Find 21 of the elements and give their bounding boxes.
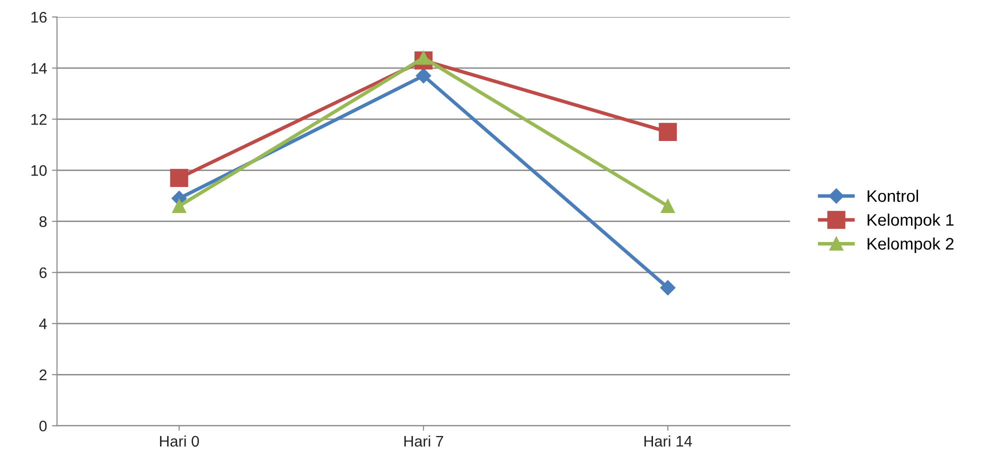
x-tick-label: Hari 7 [404, 435, 444, 447]
y-tick-label: 4 [39, 318, 47, 330]
x-tick-label: Hari 0 [160, 435, 199, 447]
y-tick-label: 8 [39, 216, 47, 228]
y-tick-label: 12 [31, 114, 47, 125]
y-tick-label: 2 [40, 370, 47, 380]
legend-label: Kelompok 1 [868, 214, 954, 230]
point [172, 199, 186, 213]
point [416, 68, 432, 84]
y-tick-label: 0 [39, 420, 47, 432]
legend-label: Kontrol [868, 190, 918, 202]
y-tick-label: 16 [31, 12, 47, 23]
x-tick-label: Hari 14 [644, 435, 692, 447]
point [658, 122, 677, 141]
y-tick-label: 10 [31, 165, 47, 176]
point [170, 168, 188, 187]
point [660, 280, 676, 296]
legend-label: Kelompok 2 [868, 237, 954, 254]
y-tick-label: 14 [31, 63, 47, 74]
point [660, 199, 675, 213]
y-tick-label: 6 [40, 267, 47, 278]
